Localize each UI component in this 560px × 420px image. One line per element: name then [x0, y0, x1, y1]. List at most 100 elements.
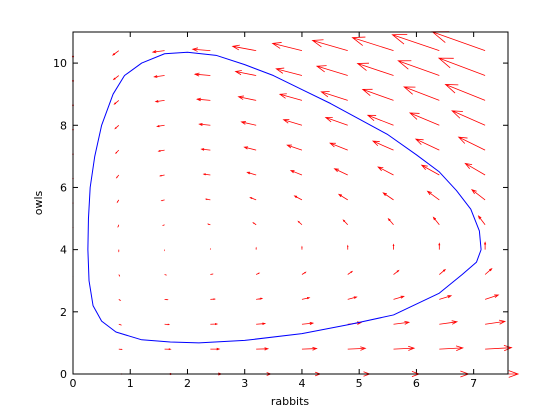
vector-arrow: [438, 242, 441, 250]
vector-arrow: [437, 57, 486, 76]
vector-arrow: [114, 124, 120, 130]
vector-arrow: [432, 216, 440, 226]
x-tick-label: 1: [127, 377, 134, 390]
vector-arrow: [256, 347, 270, 351]
vector-arrow: [414, 138, 440, 151]
vector-arrow: [485, 319, 507, 325]
vector-arrow: [311, 39, 348, 52]
vector-arrow: [243, 146, 257, 151]
vector-arrow: [387, 217, 394, 226]
vector-arrow: [160, 199, 165, 202]
vector-arrow: [115, 174, 120, 179]
vector-arrow: [464, 162, 486, 176]
vector-arrow: [118, 274, 121, 277]
y-tick-label: 10: [53, 57, 67, 70]
vector-arrow: [457, 136, 486, 151]
vector-arrow: [246, 171, 257, 176]
vector-arrow: [451, 110, 486, 126]
vector-arrow: [324, 117, 348, 126]
vector-arrow: [333, 168, 348, 176]
vector-arrow: [477, 215, 486, 226]
vector-arrow: [439, 268, 447, 275]
vector-arrow: [210, 298, 216, 300]
vector-arrow: [371, 140, 394, 151]
y-tick-label: 2: [60, 306, 67, 319]
vector-arrow: [391, 33, 440, 52]
vector-arrow: [157, 149, 165, 152]
vector-arrow: [115, 149, 120, 154]
vector-arrow: [444, 84, 486, 101]
vector-arrow: [351, 36, 394, 52]
vector-arrow: [483, 241, 487, 250]
vector-arrow: [329, 142, 348, 151]
vector-arrow: [361, 88, 394, 101]
vector-arrow: [231, 44, 257, 52]
vector-arrow: [393, 295, 405, 300]
vector-arrow: [191, 47, 211, 52]
vector-arrow: [156, 124, 165, 128]
vector-arrow: [210, 323, 219, 326]
vector-arrow: [439, 345, 464, 352]
vector-arrow: [342, 219, 349, 226]
y-axis-label: owls: [32, 190, 45, 215]
vector-arrow: [347, 270, 354, 275]
vector-arrow: [393, 345, 416, 351]
x-tick-label: 3: [241, 377, 248, 390]
y-tick-label: 0: [60, 368, 67, 381]
vector-arrow: [470, 189, 486, 201]
vector-arrow: [207, 223, 211, 226]
x-tick-label: 6: [413, 377, 420, 390]
vector-arrow: [234, 70, 257, 76]
vector-arrow: [403, 86, 440, 101]
vector-arrow: [252, 222, 257, 226]
vector-arrow: [337, 193, 348, 201]
vector-arrow: [116, 199, 120, 204]
vector-arrow: [439, 295, 453, 300]
vector-arrow: [112, 75, 120, 81]
vector-arrow: [210, 273, 214, 275]
x-tick-label: 4: [298, 377, 305, 390]
vector-arrow: [153, 75, 165, 78]
vector-arrow: [297, 220, 303, 226]
vector-arrow: [315, 65, 348, 76]
trajectory: [87, 51, 482, 344]
vector-arrow: [289, 170, 303, 176]
vector-arrow: [366, 114, 394, 126]
vector-arrow: [210, 347, 221, 351]
vector-arrow: [164, 298, 169, 301]
vector-arrow: [301, 321, 315, 325]
vector-arrow: [377, 166, 394, 176]
vector-arrow: [271, 42, 303, 52]
x-axis-label: rabbits: [271, 395, 310, 408]
vector-arrow: [393, 320, 411, 325]
vector-arrow: [397, 60, 440, 76]
vector-arrow: [293, 195, 303, 201]
vector-arrow: [392, 243, 395, 250]
vector-arrow: [356, 62, 394, 76]
vector-arrow: [382, 192, 394, 201]
vector-arrow: [151, 50, 165, 54]
vector-arrow: [200, 148, 211, 151]
vector-arrow: [255, 272, 261, 275]
vector-arrow: [154, 100, 165, 103]
vector-arrow: [420, 164, 440, 176]
vector-arrow: [320, 91, 348, 101]
vector-arrow: [426, 190, 440, 201]
y-tick-label: 4: [60, 244, 67, 257]
vector-arrow: [164, 323, 171, 326]
vector-arrow: [164, 348, 172, 351]
y-tick-label: 6: [60, 181, 67, 194]
x-tick-label: 5: [356, 377, 363, 390]
vector-arrow: [196, 97, 211, 102]
vector-arrow: [393, 269, 400, 275]
x-tick-label: 2: [184, 377, 191, 390]
vector-arrow: [439, 320, 459, 325]
vector-arrow: [275, 67, 303, 76]
vector-arrow: [249, 197, 257, 201]
vector-arrow: [240, 120, 257, 126]
vector-arrow: [256, 322, 267, 326]
y-tick-label: 8: [60, 119, 67, 132]
vector-arrow: [408, 112, 440, 126]
vector-arrow: [111, 50, 120, 56]
